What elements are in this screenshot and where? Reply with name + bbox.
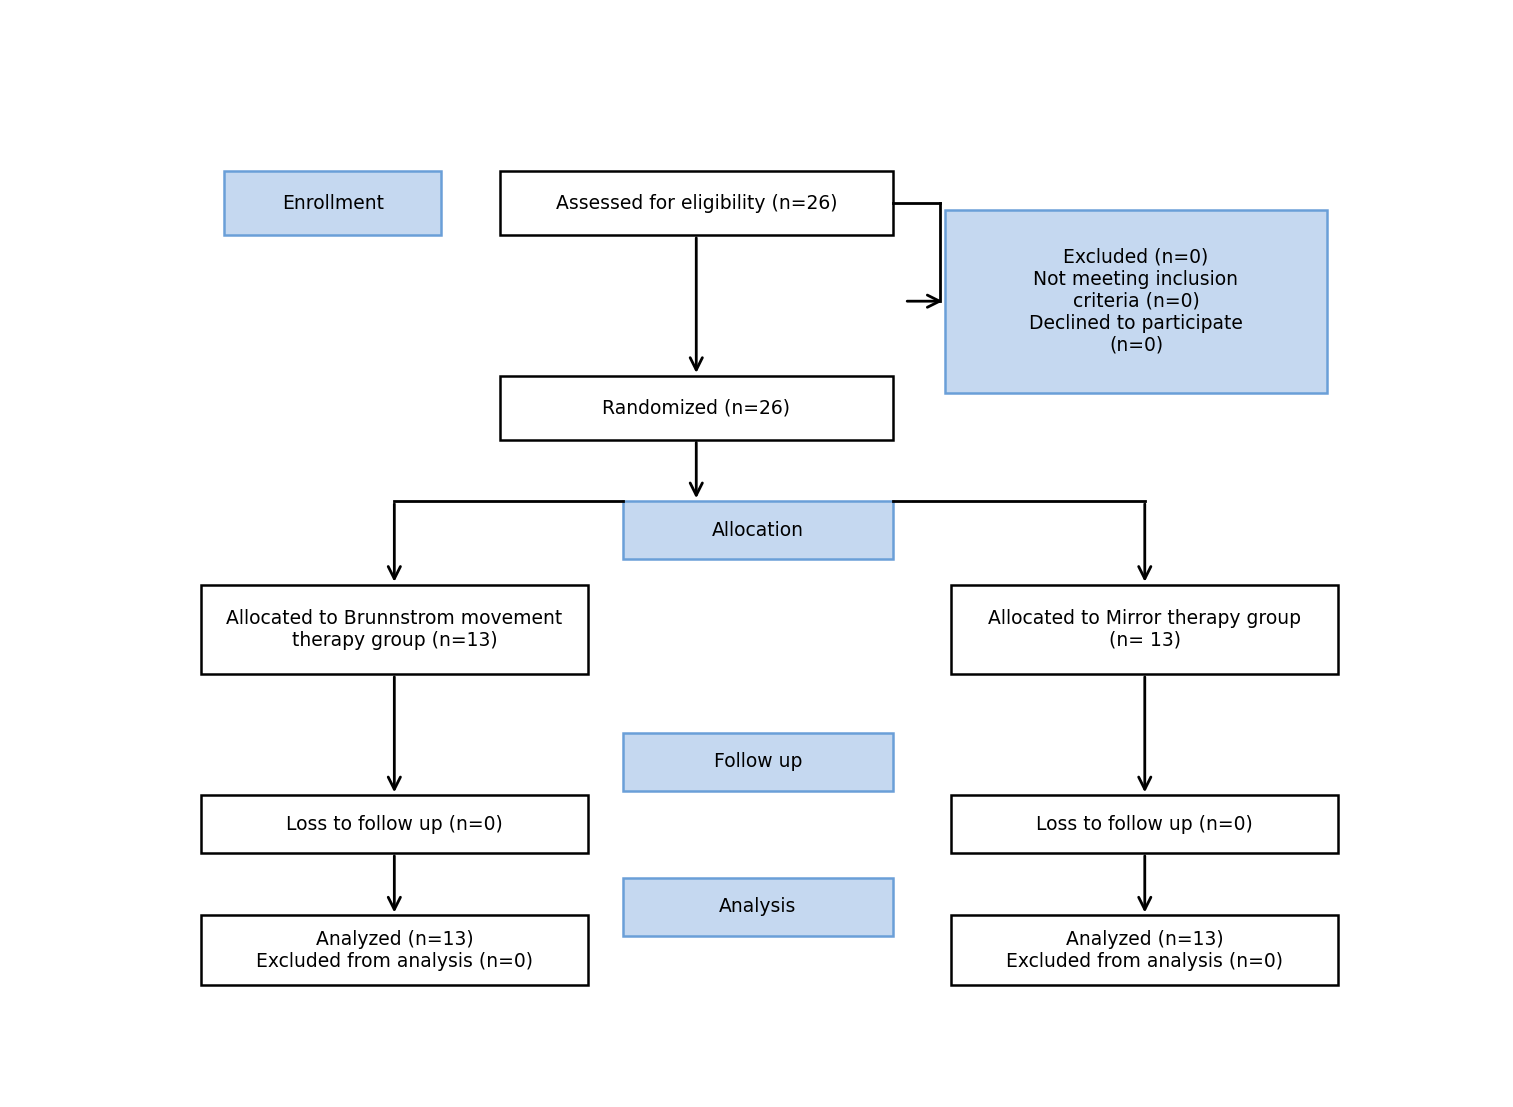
Text: Analyzed (n=13)
Excluded from analysis (n=0): Analyzed (n=13) Excluded from analysis (… — [256, 930, 533, 971]
FancyBboxPatch shape — [201, 584, 587, 674]
FancyBboxPatch shape — [952, 584, 1337, 674]
Text: Excluded (n=0)
Not meeting inclusion
criteria (n=0)
Declined to participate
(n=0: Excluded (n=0) Not meeting inclusion cri… — [1029, 248, 1242, 354]
Text: Analyzed (n=13)
Excluded from analysis (n=0): Analyzed (n=13) Excluded from analysis (… — [1006, 930, 1283, 971]
FancyBboxPatch shape — [623, 501, 893, 559]
Text: Allocated to Mirror therapy group
(n= 13): Allocated to Mirror therapy group (n= 13… — [988, 609, 1301, 650]
FancyBboxPatch shape — [499, 375, 893, 439]
FancyBboxPatch shape — [946, 209, 1327, 393]
Text: Analysis: Analysis — [719, 898, 796, 917]
Text: Enrollment: Enrollment — [281, 194, 384, 213]
FancyBboxPatch shape — [952, 915, 1337, 985]
Text: Follow up: Follow up — [714, 753, 802, 772]
Text: Assessed for eligibility (n=26): Assessed for eligibility (n=26) — [555, 194, 837, 213]
FancyBboxPatch shape — [623, 878, 893, 935]
FancyBboxPatch shape — [952, 795, 1337, 853]
Text: Loss to follow up (n=0): Loss to follow up (n=0) — [1036, 815, 1253, 834]
Text: Allocated to Brunnstrom movement
therapy group (n=13): Allocated to Brunnstrom movement therapy… — [227, 609, 563, 650]
FancyBboxPatch shape — [499, 172, 893, 235]
Text: Randomized (n=26): Randomized (n=26) — [602, 399, 790, 417]
Text: Loss to follow up (n=0): Loss to follow up (n=0) — [286, 815, 502, 834]
Text: Allocation: Allocation — [711, 520, 803, 539]
FancyBboxPatch shape — [201, 795, 587, 853]
FancyBboxPatch shape — [623, 733, 893, 790]
FancyBboxPatch shape — [201, 915, 587, 985]
FancyBboxPatch shape — [224, 172, 442, 235]
